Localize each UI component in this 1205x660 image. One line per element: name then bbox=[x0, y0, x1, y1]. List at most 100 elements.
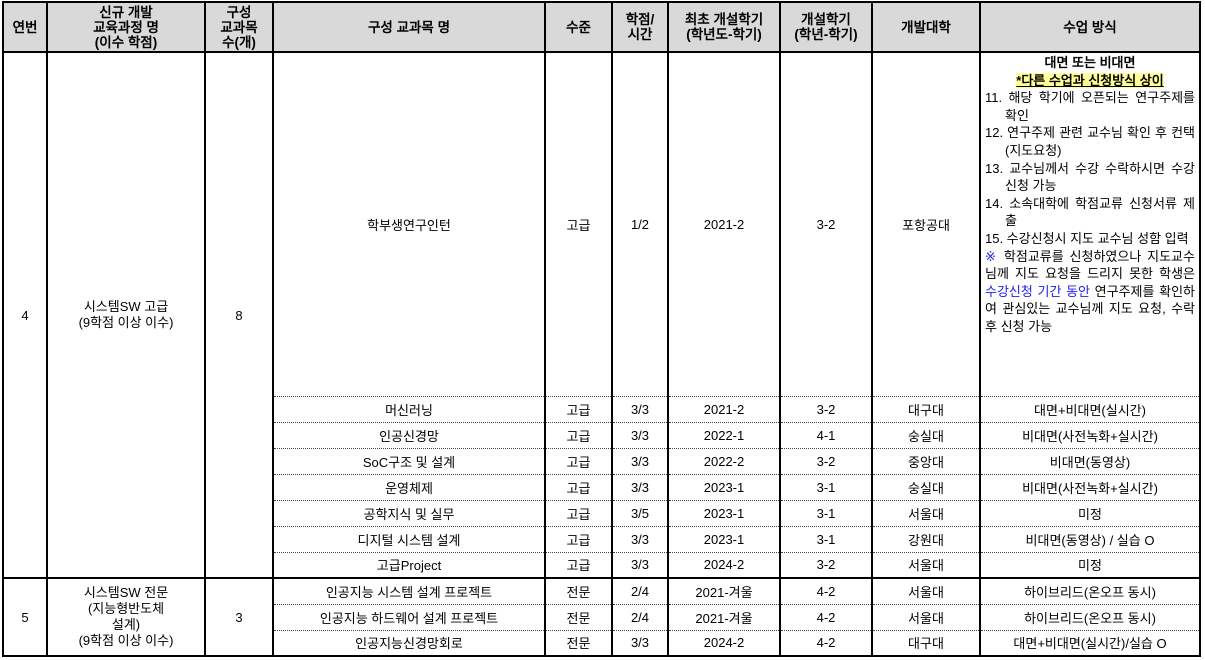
table-row: SoC구조 및 설계 고급 3/3 2022-2 3-2 중앙대 비대면(동영상… bbox=[3, 447, 1200, 474]
note-blue-text: 수강신청 기간 동안 bbox=[985, 283, 1090, 299]
table-row: 운영체제 고급 3/3 2023-1 3-1 숭실대 비대면(사전녹화+실시간) bbox=[3, 473, 1200, 500]
cell-level: 고급 bbox=[544, 395, 612, 422]
cell-university: 서울대 bbox=[871, 499, 980, 526]
cell-university: 서울대 bbox=[871, 577, 980, 604]
cell-level: 고급 bbox=[544, 551, 612, 578]
cell-first-semester: 2021-2 bbox=[667, 52, 780, 396]
cell-credit-hours: 3/5 bbox=[611, 499, 668, 526]
cell-university: 숭실대 bbox=[871, 473, 980, 500]
cell-semester: 4-2 bbox=[779, 577, 872, 604]
table-row: 인공지능신경망회로 전문 3/3 2024-2 4-2 대구대 대면+비대면(실… bbox=[3, 629, 1200, 656]
cell-credit-hours: 3/3 bbox=[611, 473, 668, 500]
cell-first-semester: 2024-2 bbox=[667, 551, 780, 578]
cell-first-semester: 2022-1 bbox=[667, 421, 780, 448]
cell-semester: 3-2 bbox=[779, 551, 872, 578]
cell-semester: 3-1 bbox=[779, 499, 872, 526]
cell-no: 5 bbox=[2, 577, 47, 656]
method-step: 14. 소속대학에 학점교류 신청서류 제출 bbox=[985, 195, 1195, 229]
cell-method: 대면+비대면(실시간) bbox=[979, 395, 1200, 422]
cell-course-name: 인공지능 시스템 설계 프로젝트 bbox=[272, 577, 545, 604]
cell-curriculum: 시스템SW 전문 (지능형반도체 설계) (9학점 이상 이수) bbox=[46, 577, 205, 656]
cell-first-semester: 2024-2 bbox=[667, 629, 780, 656]
table-row: 고급Project 고급 3/3 2024-2 3-2 서울대 미정 bbox=[3, 551, 1200, 578]
cell-method: 비대면(사전녹화+실시간) bbox=[979, 473, 1200, 500]
cell-credit-hours: 2/4 bbox=[611, 603, 668, 630]
cell-level: 전문 bbox=[544, 629, 612, 656]
cell-method: 하이브리드(온오프 동시) bbox=[979, 577, 1200, 604]
table-row: 공학지식 및 실무 고급 3/5 2023-1 3-1 서울대 미정 bbox=[3, 499, 1200, 526]
cell-credit-hours: 3/3 bbox=[611, 551, 668, 578]
cell-level: 전문 bbox=[544, 603, 612, 630]
cell-course-name: 인공신경망 bbox=[272, 421, 545, 448]
cell-course-name: 디지털 시스템 설계 bbox=[272, 525, 545, 552]
cell-method: 비대면(동영상) / 실습 O bbox=[979, 525, 1200, 552]
cell-credit-hours: 2/4 bbox=[611, 577, 668, 604]
header-course-count: 구성 교과목 수(개) bbox=[204, 2, 273, 53]
cell-credit-hours: 3/3 bbox=[611, 447, 668, 474]
header-no: 연번 bbox=[2, 2, 47, 53]
cell-course-name: 공학지식 및 실무 bbox=[272, 499, 545, 526]
cell-level: 고급 bbox=[544, 52, 612, 396]
cell-course-count: 3 bbox=[204, 577, 273, 656]
cell-first-semester: 2021-겨울 bbox=[667, 603, 780, 630]
method-step: 11. 해당 학기에 오픈되는 연구주제를 확인 bbox=[985, 90, 1195, 123]
cell-method: 미정 bbox=[979, 499, 1200, 526]
cell-method-detail: 대면 또는 비대면 *다른 수업과 신청방식 상이 11. 해당 학기에 오픈되… bbox=[979, 52, 1200, 396]
cell-university: 중앙대 bbox=[871, 447, 980, 474]
method-step: 15. 수강신청시 지도 교수님 성함 입력 bbox=[985, 230, 1189, 246]
cell-university: 서울대 bbox=[871, 551, 980, 578]
table-row: 인공지능 하드웨어 설계 프로젝트 전문 2/4 2021-겨울 4-2 서울대… bbox=[3, 603, 1200, 630]
cell-first-semester: 2023-1 bbox=[667, 525, 780, 552]
cell-first-semester: 2023-1 bbox=[667, 499, 780, 526]
cell-credit-hours: 3/3 bbox=[611, 395, 668, 422]
table-row: 디지털 시스템 설계 고급 3/3 2023-1 3-1 강원대 비대면(동영상… bbox=[3, 525, 1200, 552]
header-course-name: 구성 교과목 명 bbox=[272, 2, 545, 53]
cell-university: 강원대 bbox=[871, 525, 980, 552]
header-row: 연번 신규 개발 교육과정 명 (이수 학점) 구성 교과목 수(개) 구성 교… bbox=[2, 2, 1200, 53]
cell-first-semester: 2021-겨울 bbox=[667, 577, 780, 604]
cell-first-semester: 2021-2 bbox=[667, 395, 780, 422]
table-row: 인공신경망 고급 3/3 2022-1 4-1 숭실대 비대면(사전녹화+실시간… bbox=[3, 421, 1200, 448]
table-row: 4 시스템SW 고급 (9학점 이상 이수) 8 학부생연구인턴 고급 1/2 … bbox=[2, 52, 1200, 578]
method-title: 대면 또는 비대면 bbox=[1044, 55, 1136, 70]
cell-course-name: SoC구조 및 설계 bbox=[272, 447, 545, 474]
cell-semester: 3-2 bbox=[779, 395, 872, 422]
cell-method: 미정 bbox=[979, 551, 1200, 578]
cell-semester: 3-1 bbox=[779, 473, 872, 500]
table-row: 5 시스템SW 전문 (지능형반도체 설계) (9학점 이상 이수) 3 인공지… bbox=[2, 577, 1200, 656]
cell-university: 서울대 bbox=[871, 603, 980, 630]
table-row: 머신러닝 고급 3/3 2021-2 3-2 대구대 대면+비대면(실시간) bbox=[3, 395, 1200, 422]
cell-method: 하이브리드(온오프 동시) bbox=[979, 603, 1200, 630]
cell-no: 4 bbox=[2, 52, 47, 578]
cell-level: 전문 bbox=[544, 577, 612, 604]
method-step: 12. 연구주제 관련 교수님 확인 후 컨택(지도요청) bbox=[985, 125, 1195, 158]
header-university: 개발대학 bbox=[871, 2, 980, 53]
cell-level: 고급 bbox=[544, 421, 612, 448]
cell-level: 고급 bbox=[544, 525, 612, 552]
cell-university: 숭실대 bbox=[871, 421, 980, 448]
cell-credit-hours: 3/3 bbox=[611, 525, 668, 552]
cell-credit-hours: 3/3 bbox=[611, 421, 668, 448]
cell-level: 고급 bbox=[544, 447, 612, 474]
cell-course-count: 8 bbox=[204, 52, 273, 578]
header-semester: 개설학기 (학년-학기) bbox=[779, 2, 872, 53]
cell-semester: 4-2 bbox=[779, 629, 872, 656]
cell-method: 대면+비대면(실시간)/실습 O bbox=[979, 629, 1200, 656]
cell-course-name: 인공지능신경망회로 bbox=[272, 629, 545, 656]
method-step: 13. 교수님께서 수강 수락하시면 수강신청 가능 bbox=[985, 160, 1195, 194]
note-mark: ※ bbox=[985, 248, 999, 264]
cell-semester: 3-1 bbox=[779, 525, 872, 552]
cell-first-semester: 2022-2 bbox=[667, 447, 780, 474]
table-header: 연번 신규 개발 교육과정 명 (이수 학점) 구성 교과목 수(개) 구성 교… bbox=[2, 2, 1200, 53]
cell-semester: 4-2 bbox=[779, 603, 872, 630]
header-level: 수준 bbox=[544, 2, 612, 53]
cell-credit-hours: 3/3 bbox=[611, 629, 668, 656]
cell-method: 비대면(동영상) bbox=[979, 447, 1200, 474]
cell-course-name: 머신러닝 bbox=[272, 395, 545, 422]
cell-credit-hours: 1/2 bbox=[611, 52, 668, 396]
method-note: ※ 학점교류를 신청하였으나 지도교수님께 지도 요청을 드리지 못한 학생은 … bbox=[985, 248, 1195, 334]
cell-course-name: 인공지능 하드웨어 설계 프로젝트 bbox=[272, 603, 545, 630]
header-first-semester: 최초 개설학기 (학년도-학기) bbox=[667, 2, 780, 53]
cell-first-semester: 2023-1 bbox=[667, 473, 780, 500]
